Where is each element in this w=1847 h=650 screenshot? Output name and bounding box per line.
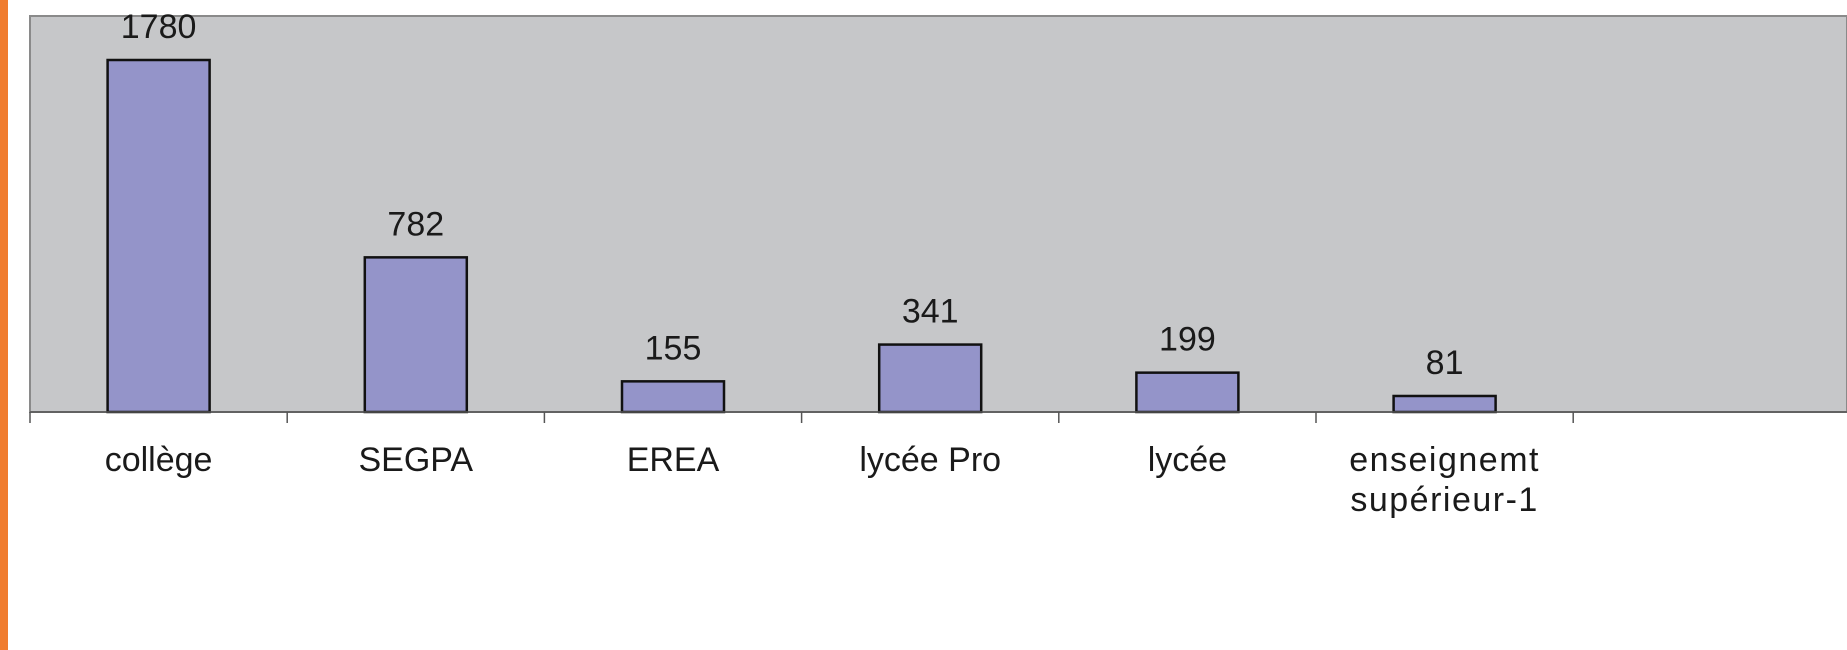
bar	[363, 256, 469, 414]
bar	[1392, 394, 1497, 414]
bars-layer	[106, 58, 1497, 414]
x-axis-ticks	[29, 412, 1574, 423]
category-label: SEGPA	[358, 441, 473, 479]
data-label: 782	[387, 205, 444, 243]
bar	[1135, 371, 1240, 414]
data-label: 1780	[121, 8, 197, 46]
category-label: EREA	[627, 441, 720, 479]
data-label: 199	[1159, 321, 1216, 359]
slide-left-border	[0, 0, 8, 650]
labels-layer: 1780 collège 782 SEGPA 155 EREA 341 lycée Pro 19…	[105, 8, 1540, 519]
category-label: lycée	[1148, 441, 1227, 479]
category-label: enseignemt	[1349, 441, 1540, 479]
data-label: 81	[1426, 344, 1464, 382]
data-label: 341	[902, 293, 959, 331]
data-label: 155	[645, 329, 702, 367]
bar	[106, 58, 211, 414]
category-label: supérieur-1	[1350, 481, 1538, 519]
category-label: collège	[105, 441, 213, 479]
bar	[877, 343, 983, 414]
bar	[620, 380, 726, 414]
category-label: lycée Pro	[859, 441, 1001, 479]
